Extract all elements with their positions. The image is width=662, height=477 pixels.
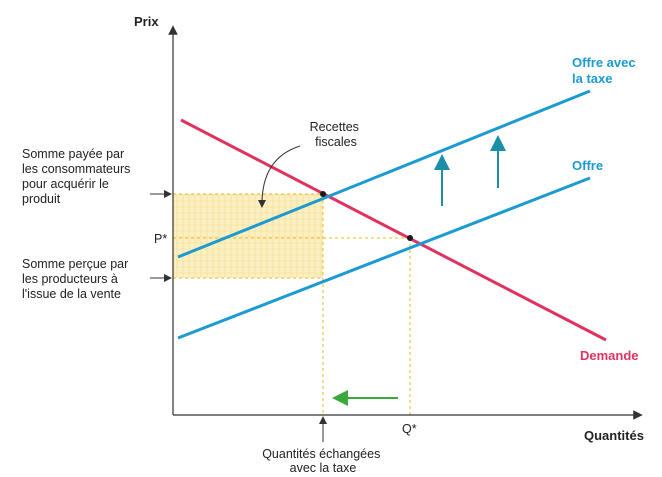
quantity-with-tax-label: Quantités échangées avec la taxe [262, 447, 384, 475]
consumer-price-label: Somme payée par les consommateurs pour a… [22, 147, 134, 206]
p-star-label: P* [154, 232, 167, 246]
supply-curve [177, 176, 591, 340]
supply-label: Offre [572, 158, 603, 173]
equilibrium-point [407, 235, 413, 241]
tax-revenue-pointer [258, 145, 301, 208]
producer-price-label: Somme perçue par les producteurs à l'iss… [22, 257, 132, 301]
y-axis-title: Prix [134, 14, 159, 29]
demand-label: Demande [580, 348, 639, 363]
x-axis-title: Quantités [584, 428, 644, 443]
guide-lines [173, 193, 411, 415]
supply-with-tax-curve [177, 89, 591, 259]
tax-revenue-label: Recettes fiscales [310, 120, 363, 149]
equilibrium-with-tax-point [320, 191, 326, 197]
demand-curve [180, 118, 607, 342]
q-star-label: Q* [402, 422, 417, 436]
supply-with-tax-label: Offre avec la taxe [572, 55, 639, 86]
